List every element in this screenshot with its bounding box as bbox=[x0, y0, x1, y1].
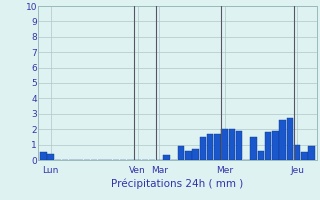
Bar bbox=[200, 137, 206, 160]
Bar bbox=[279, 120, 286, 160]
Bar bbox=[301, 152, 308, 160]
Bar bbox=[214, 134, 221, 160]
Bar bbox=[185, 151, 192, 160]
Bar bbox=[192, 149, 199, 160]
Bar bbox=[272, 131, 279, 160]
Bar bbox=[287, 118, 293, 160]
Bar bbox=[178, 146, 185, 160]
Bar bbox=[308, 146, 315, 160]
Bar bbox=[47, 154, 54, 160]
Bar bbox=[265, 132, 271, 160]
X-axis label: Précipitations 24h ( mm ): Précipitations 24h ( mm ) bbox=[111, 178, 244, 189]
Bar bbox=[236, 131, 243, 160]
Bar bbox=[258, 151, 264, 160]
Bar bbox=[164, 155, 170, 160]
Bar bbox=[294, 145, 300, 160]
Bar bbox=[40, 152, 47, 160]
Bar bbox=[221, 129, 228, 160]
Bar bbox=[251, 137, 257, 160]
Bar bbox=[207, 134, 213, 160]
Bar bbox=[229, 129, 235, 160]
